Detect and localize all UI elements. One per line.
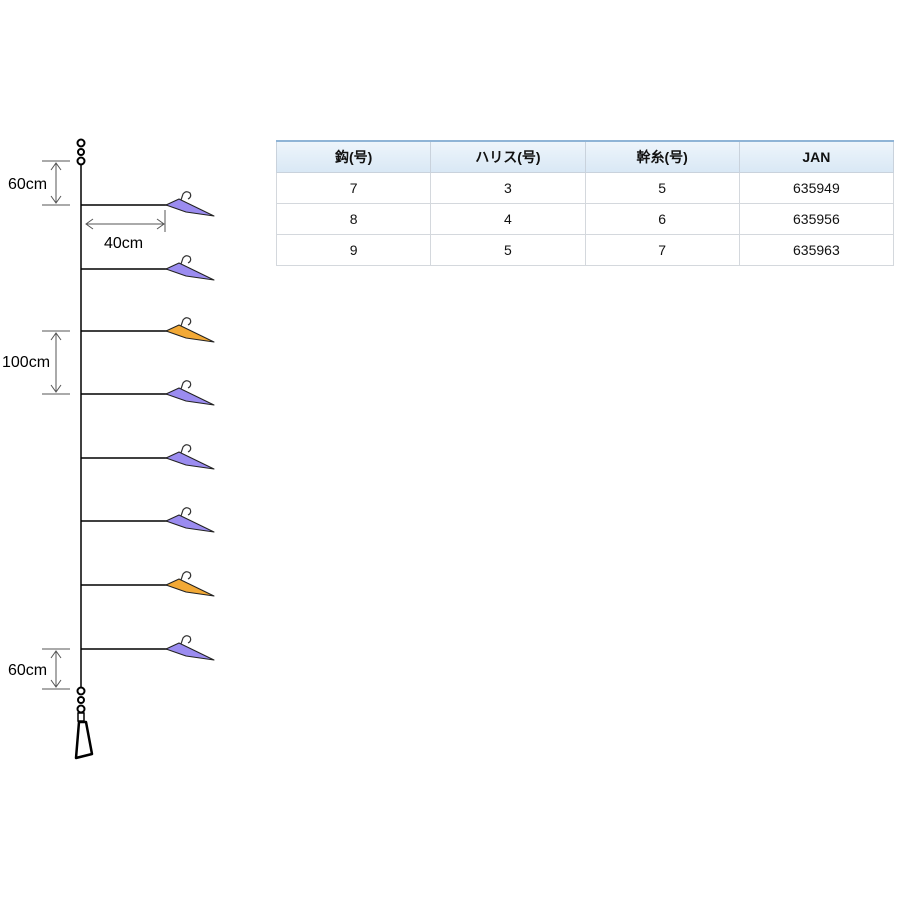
cell-hook: 8: [275, 203, 432, 235]
branch-length-label: 40cm: [104, 235, 143, 252]
top-swivel: [76, 138, 86, 166]
top-spacing-label: 60cm: [8, 176, 47, 193]
header-mikiito: 幹糸(号): [584, 140, 740, 173]
branch-spacing-dimension: [42, 330, 70, 395]
lure: [165, 324, 215, 343]
bottom-swivel: [76, 686, 86, 722]
hook-icon: [180, 444, 192, 454]
branch: [81, 507, 215, 533]
lure: [165, 451, 215, 470]
hook-icon: [180, 317, 192, 327]
cell-harisu: 3: [430, 172, 586, 204]
branch: [81, 317, 215, 343]
bottom-spacing-label: 60cm: [8, 662, 47, 679]
top-spacing-dimension: [42, 160, 70, 206]
cell-jan: 635949: [738, 172, 895, 204]
hook-icon: [180, 571, 192, 581]
table-row: 8 4 6 635956: [275, 203, 895, 235]
hook-icon: [180, 507, 192, 517]
cell-hook: 9: [275, 234, 432, 266]
cell-harisu: 5: [430, 234, 586, 266]
cell-jan: 635963: [738, 234, 895, 266]
hook-icon: [180, 635, 192, 645]
branch-spacing-label: 100cm: [2, 354, 50, 371]
hook-icon: [180, 255, 192, 265]
header-jan: JAN: [738, 140, 895, 173]
lure: [165, 514, 215, 533]
lure: [165, 387, 215, 406]
table-row: 7 3 5 635949: [275, 172, 895, 204]
header-harisu: ハリス(号): [430, 140, 586, 173]
hook-icon: [180, 380, 192, 390]
bottom-spacing-dimension: [42, 648, 70, 690]
table-header-row: 鈎(号) ハリス(号) 幹糸(号) JAN: [275, 140, 895, 173]
spec-table: 鈎(号) ハリス(号) 幹糸(号) JAN 7 3 5 635949 8 4 6…: [275, 140, 895, 266]
sinker: [74, 720, 94, 760]
branch: [81, 444, 215, 470]
cell-harisu: 4: [430, 203, 586, 235]
branch: [81, 571, 215, 597]
hook-icon: [180, 191, 192, 201]
branch: [81, 255, 215, 281]
cell-mikiito: 6: [584, 203, 740, 235]
branch-length-dimension: [85, 210, 166, 232]
lure: [165, 198, 215, 217]
lure: [165, 578, 215, 597]
cell-mikiito: 7: [584, 234, 740, 266]
branch: [81, 380, 215, 406]
table-row: 9 5 7 635963: [275, 234, 895, 266]
lure: [165, 262, 215, 281]
cell-jan: 635956: [738, 203, 895, 235]
cell-hook: 7: [275, 172, 432, 204]
cell-mikiito: 5: [584, 172, 740, 204]
branch: [81, 191, 215, 217]
header-hook: 鈎(号): [275, 140, 432, 173]
branch: [81, 635, 215, 661]
lure: [165, 642, 215, 661]
